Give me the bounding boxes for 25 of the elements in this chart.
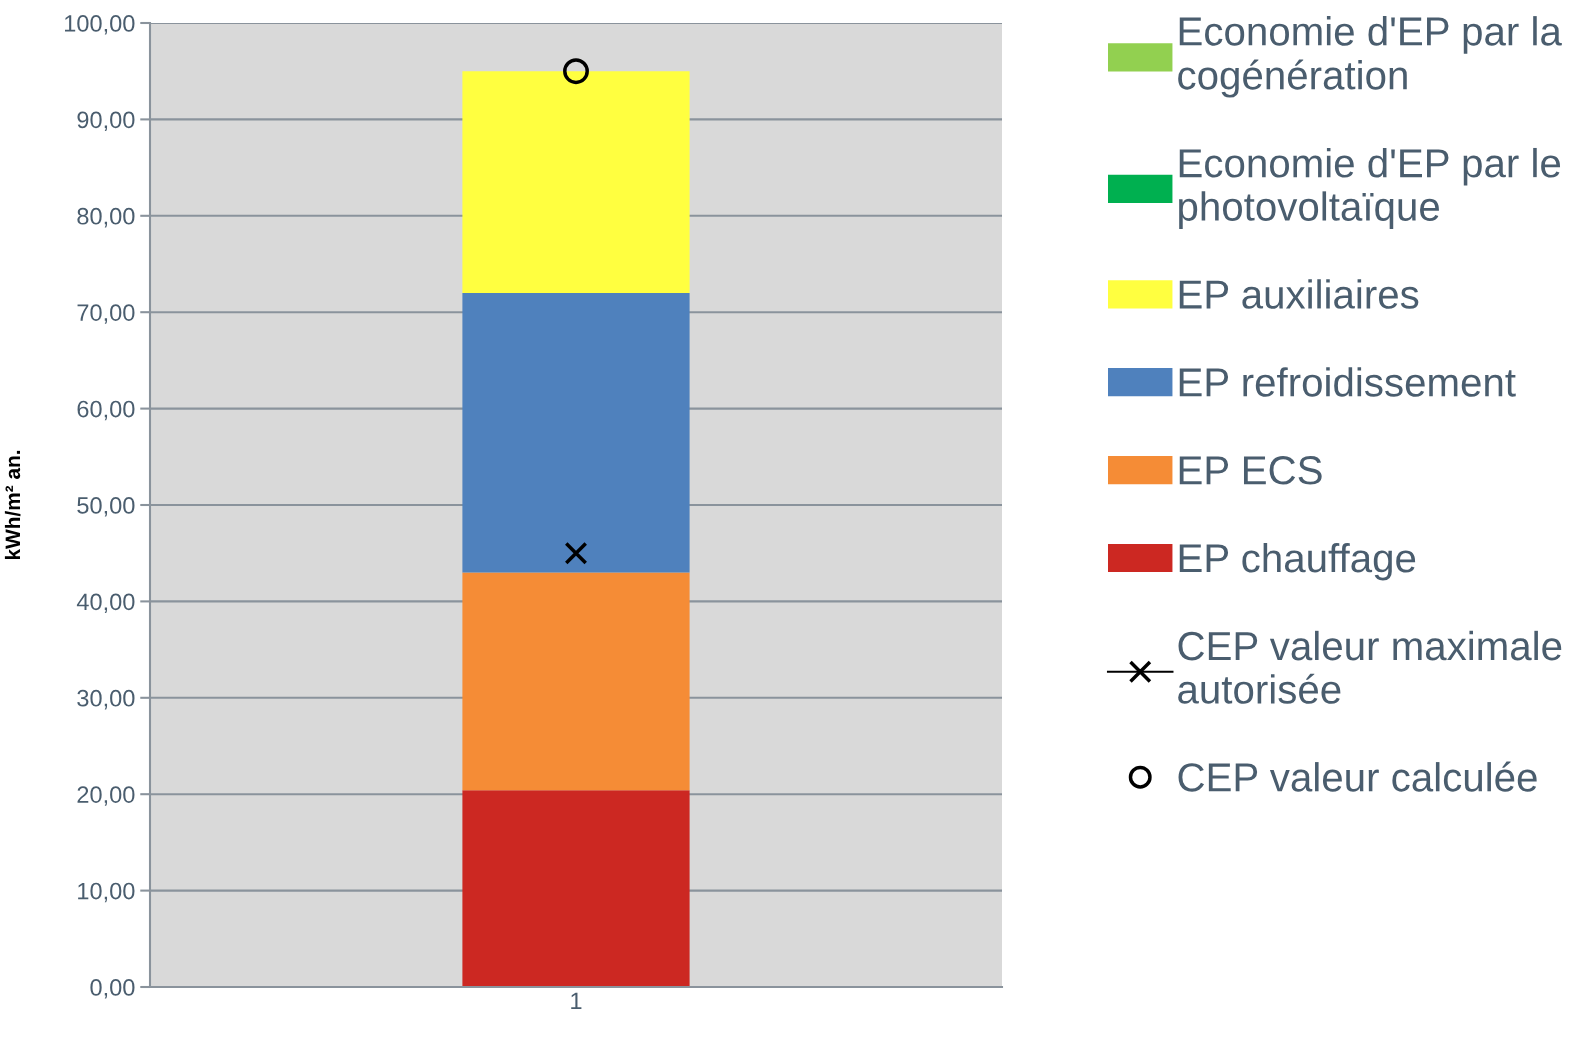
y-tick-label: 90,00 xyxy=(77,111,135,131)
x-tick-label: 1 xyxy=(571,992,582,1009)
y-tick-label: 20,00 xyxy=(77,786,135,806)
legend-label: EP chauffage xyxy=(1179,542,1416,581)
legend-label: CEP valeur maximale autorisée xyxy=(1178,630,1562,704)
legend-label: Economie d'EP par la cogénération xyxy=(1178,16,1562,98)
y-tick-label: 100,00 xyxy=(65,15,135,35)
legend-label: EP ECS xyxy=(1179,456,1322,485)
y-tick-label: 70,00 xyxy=(77,304,135,324)
y-tick-label: 10,00 xyxy=(78,882,135,903)
bar xyxy=(462,790,690,987)
legend-label: Economie d'EP par le photovoltaïque xyxy=(1179,147,1561,229)
bar xyxy=(462,572,690,791)
y-tick-label: 40,00 xyxy=(76,593,135,613)
y-tick-label: 50,00 xyxy=(77,497,135,517)
legend-label: EP auxiliaires xyxy=(1179,279,1419,309)
bar xyxy=(462,71,690,293)
y-tick-label: 30,00 xyxy=(77,689,135,710)
y-axis-title: kWh/m² an. xyxy=(4,450,21,560)
y-tick-label: 80,00 xyxy=(77,207,135,228)
bar xyxy=(462,292,690,573)
legend-label: EP refroidissement xyxy=(1179,367,1516,397)
y-tick-label: 60,00 xyxy=(77,400,135,421)
legend-label: CEP valeur calculée xyxy=(1178,761,1537,792)
y-tick-label: 0,00 xyxy=(90,979,135,999)
